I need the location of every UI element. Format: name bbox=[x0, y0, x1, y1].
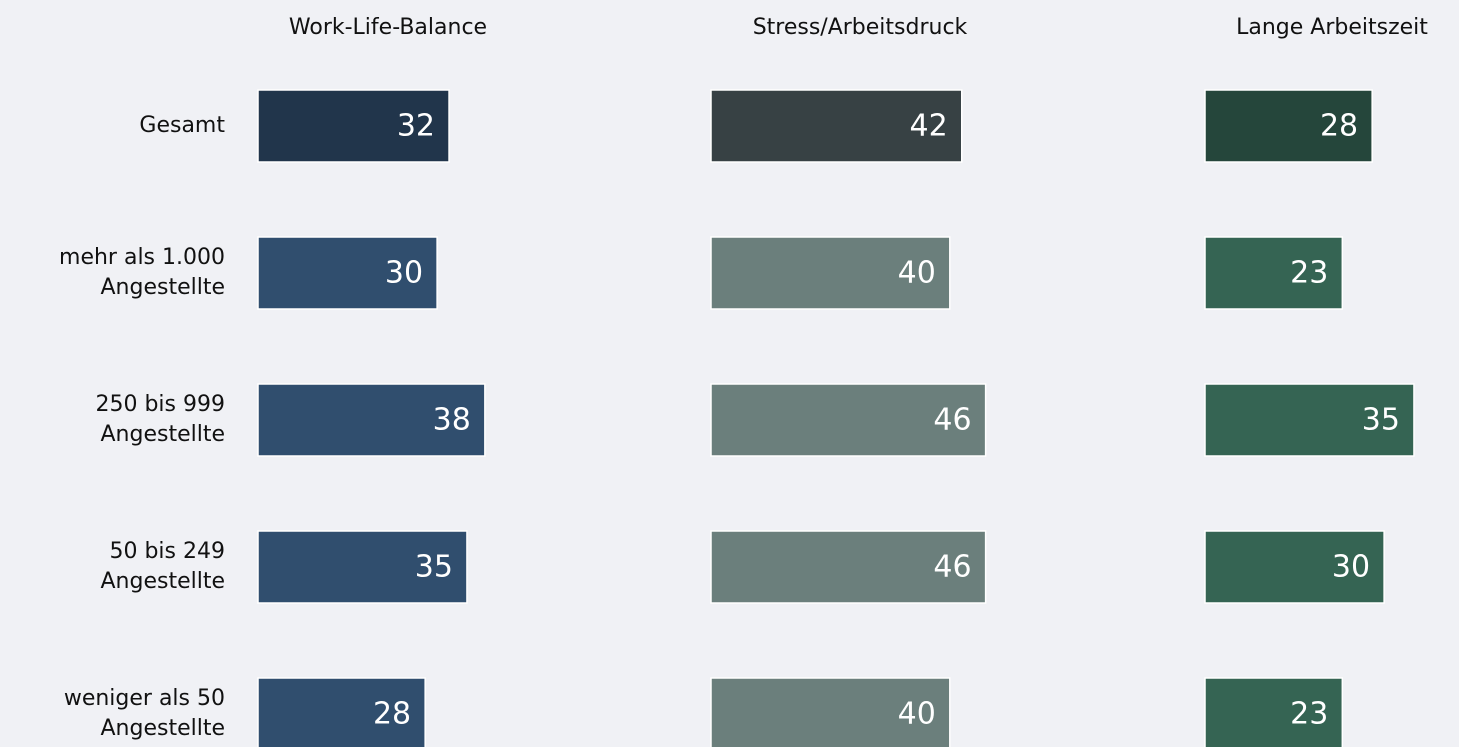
category-label: Gesamt bbox=[139, 113, 225, 138]
category-line: Gesamt bbox=[139, 113, 225, 138]
bar bbox=[1204, 383, 1415, 457]
bar bbox=[257, 530, 468, 604]
category-line: weniger als 50 bbox=[64, 686, 225, 711]
panel-title: Work-Life-Balance bbox=[289, 15, 487, 40]
bar bbox=[257, 236, 438, 310]
bar bbox=[1204, 677, 1344, 747]
category-label: 250 bis 999 Angestellte bbox=[95, 392, 225, 447]
value-label: 35 bbox=[1362, 403, 1400, 438]
bar bbox=[257, 383, 486, 457]
category-line: 50 bis 249 bbox=[109, 539, 225, 564]
bar bbox=[257, 89, 450, 163]
bar bbox=[1204, 530, 1385, 604]
value-label: 40 bbox=[898, 256, 936, 291]
bar bbox=[710, 530, 987, 604]
category-line: Angestellte bbox=[100, 422, 225, 447]
category-line: Angestellte bbox=[100, 275, 225, 300]
bar bbox=[1204, 89, 1373, 163]
bar bbox=[710, 383, 987, 457]
category-line: 250 bis 999 bbox=[95, 392, 225, 417]
value-label: 46 bbox=[933, 403, 971, 438]
category-line: Angestellte bbox=[100, 569, 225, 594]
value-label: 23 bbox=[1290, 697, 1328, 732]
bar bbox=[1204, 236, 1344, 310]
category-label: weniger als 50 Angestellte bbox=[64, 686, 225, 741]
value-label: 23 bbox=[1290, 256, 1328, 291]
category-label: mehr als 1.000 Angestellte bbox=[59, 245, 225, 300]
value-label: 35 bbox=[415, 550, 453, 585]
value-label: 46 bbox=[933, 550, 971, 585]
category-label: 50 bis 249 Angestellte bbox=[100, 539, 225, 594]
value-label: 30 bbox=[1332, 550, 1370, 585]
value-label: 28 bbox=[373, 697, 411, 732]
value-label: 28 bbox=[1320, 109, 1358, 144]
bar bbox=[710, 236, 951, 310]
panel-title: Stress/Arbeitsdruck bbox=[753, 15, 968, 40]
value-label: 42 bbox=[910, 109, 948, 144]
category-line: mehr als 1.000 bbox=[59, 245, 225, 270]
bar bbox=[710, 677, 951, 747]
value-label: 40 bbox=[898, 697, 936, 732]
bar bbox=[257, 677, 426, 747]
value-label: 38 bbox=[433, 403, 471, 438]
bar bbox=[710, 89, 963, 163]
category-line: Angestellte bbox=[100, 716, 225, 741]
value-label: 30 bbox=[385, 256, 423, 291]
panel-title: Lange Arbeitszeit bbox=[1236, 15, 1428, 40]
value-label: 32 bbox=[397, 109, 435, 144]
